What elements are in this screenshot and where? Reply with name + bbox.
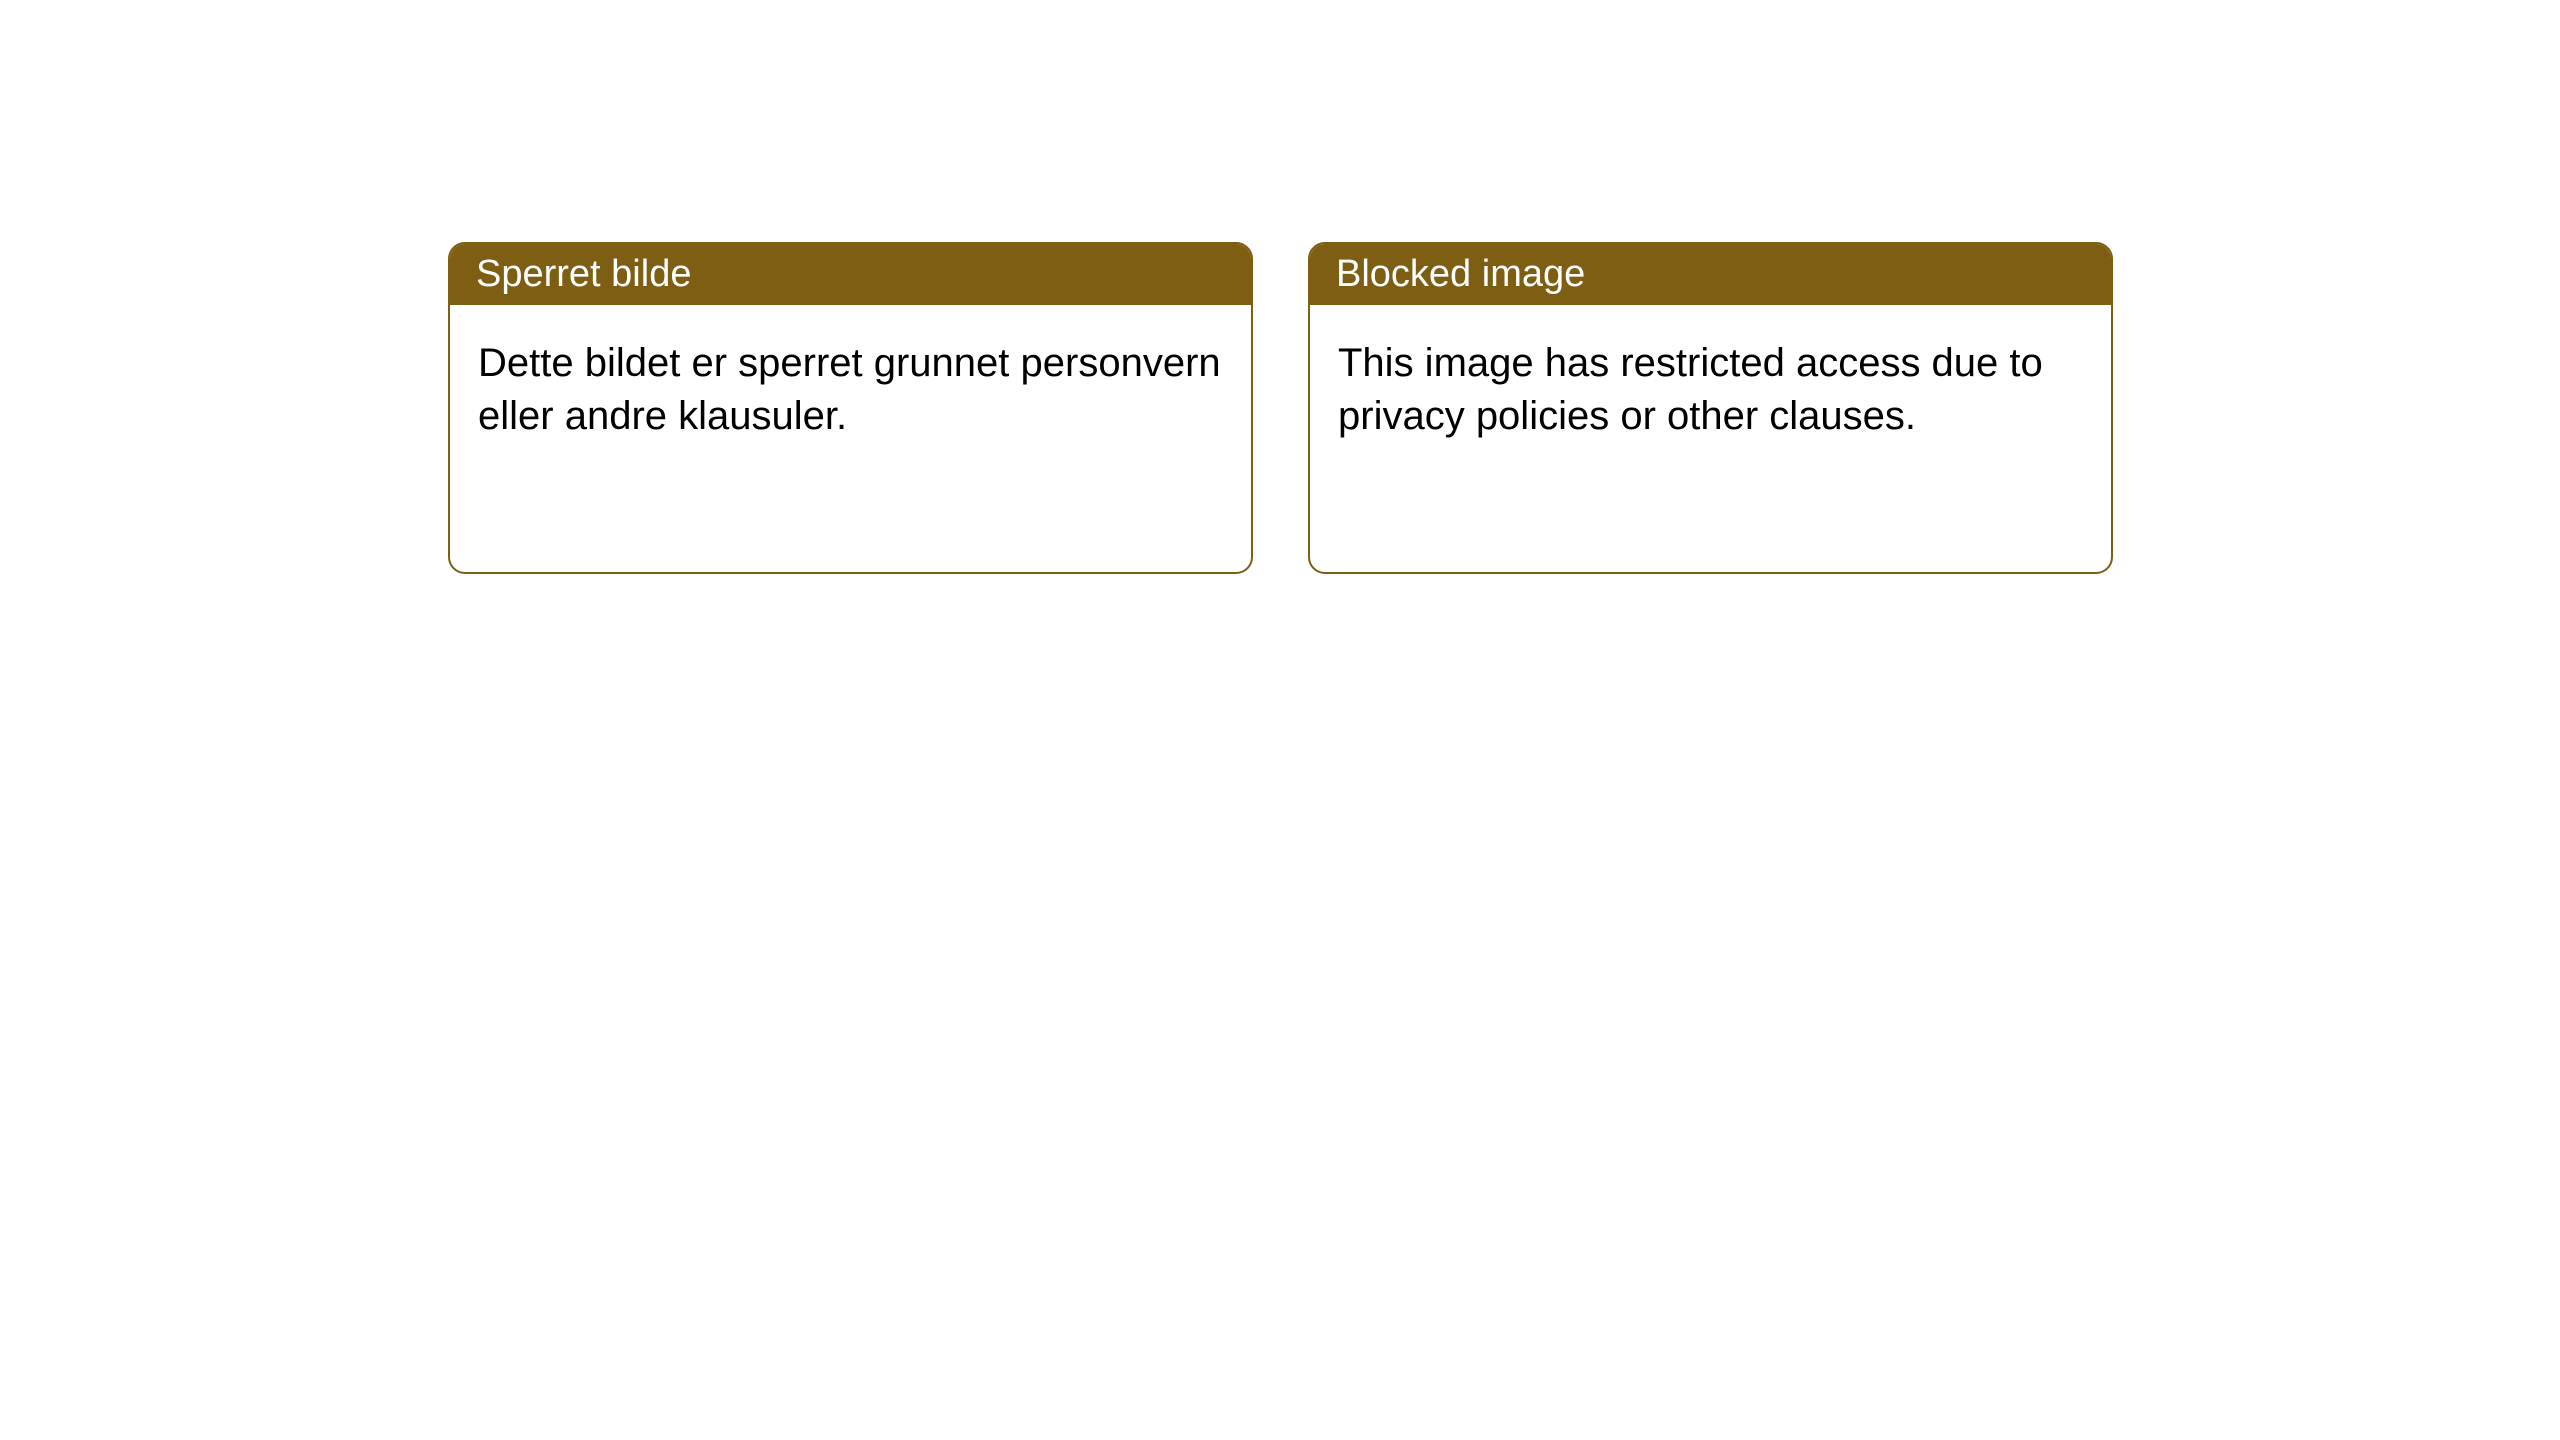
card-body-text-no: Dette bildet er sperret grunnet personve… bbox=[478, 341, 1221, 438]
blocked-image-card-en: Blocked image This image has restricted … bbox=[1308, 242, 2113, 574]
blocked-image-card-no: Sperret bilde Dette bildet er sperret gr… bbox=[448, 242, 1253, 574]
card-title-en: Blocked image bbox=[1336, 253, 1585, 296]
card-title-no: Sperret bilde bbox=[476, 253, 691, 296]
card-body-text-en: This image has restricted access due to … bbox=[1338, 341, 2043, 438]
card-body-en: This image has restricted access due to … bbox=[1310, 305, 2111, 475]
card-body-no: Dette bildet er sperret grunnet personve… bbox=[450, 305, 1251, 475]
blocked-image-cards: Sperret bilde Dette bildet er sperret gr… bbox=[448, 242, 2560, 574]
card-header-no: Sperret bilde bbox=[450, 244, 1251, 305]
card-header-en: Blocked image bbox=[1310, 244, 2111, 305]
